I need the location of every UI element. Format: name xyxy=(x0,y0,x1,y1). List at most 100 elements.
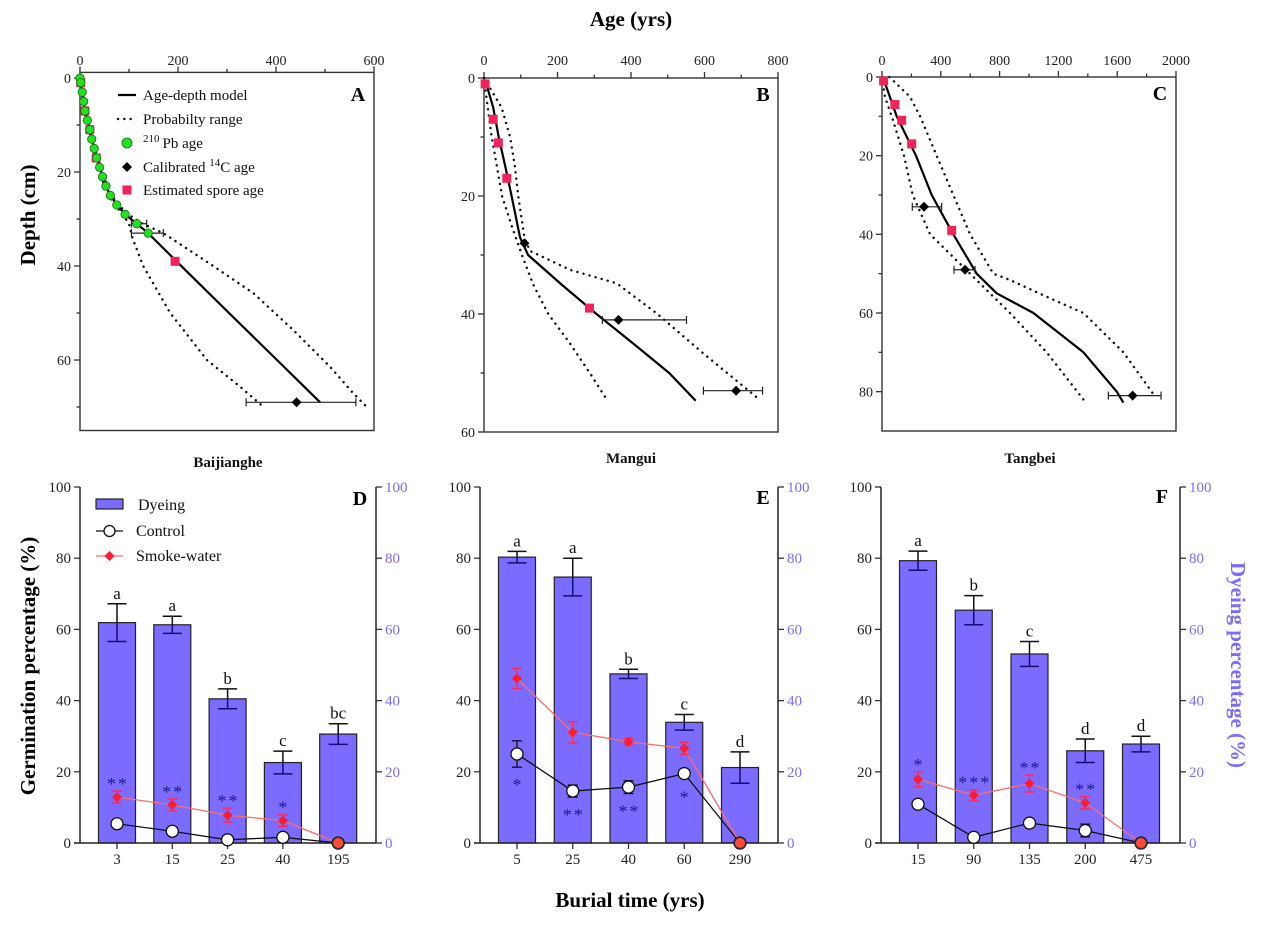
dyeing-bar xyxy=(665,721,704,844)
pb210-age-point xyxy=(82,115,92,125)
pb210-age-point xyxy=(132,219,142,229)
group-letter: b xyxy=(223,669,232,688)
x-tick-label: 0 xyxy=(481,54,488,69)
dyeing-bar xyxy=(954,609,993,844)
y-tick-label: 40 xyxy=(456,694,471,710)
spore-age-point xyxy=(907,139,917,149)
legend-label: Age-depth model xyxy=(143,88,248,104)
x-tick-label: 800 xyxy=(989,54,1010,69)
legend-item-range: Probabilty range xyxy=(116,112,243,128)
y2-tick-label: 0 xyxy=(385,836,393,852)
y2-tick-label: 80 xyxy=(1189,551,1204,567)
probability-range-lower-line xyxy=(482,76,609,402)
smoke-water-point xyxy=(913,774,923,785)
legend-superscript: 210 xyxy=(143,133,160,145)
spore-age-point xyxy=(493,138,503,148)
smoke-water-point xyxy=(1080,797,1091,808)
y2-tick-label: 0 xyxy=(787,836,795,852)
smoke-water-point xyxy=(112,792,122,803)
legend-label-text: Pb age xyxy=(163,136,204,152)
y-tick-label: 20 xyxy=(859,150,873,165)
spore-age-point xyxy=(480,79,490,89)
y2-tick-label: 40 xyxy=(385,694,400,710)
control-point xyxy=(677,766,691,781)
dyeing-bar xyxy=(898,560,938,844)
pb210-age-point xyxy=(95,162,105,172)
y-tick-label: 60 xyxy=(461,426,475,441)
y2-tick-label: 80 xyxy=(787,551,802,567)
x-tick-label: 2000 xyxy=(1162,54,1190,69)
x-tick-label: 5 xyxy=(513,852,521,868)
y-tick-label: 20 xyxy=(857,765,872,781)
y-tick-label: 100 xyxy=(449,480,472,496)
pb210-age-point xyxy=(92,153,102,163)
group-letter: a xyxy=(169,596,177,615)
smoke-water-point xyxy=(734,837,746,849)
legend-label: 210 Pb age xyxy=(143,133,203,152)
depth-axis-title: Depth (cm) xyxy=(16,165,40,266)
legend-label: Estimated spore age xyxy=(143,183,264,199)
y-tick-label: 20 xyxy=(56,765,71,781)
spore-age-point xyxy=(584,303,594,313)
pb210-age-point xyxy=(85,125,95,135)
panel-letter: A xyxy=(351,84,366,106)
x-tick-label: 400 xyxy=(266,54,287,69)
x-tick-label: 15 xyxy=(165,852,180,868)
y2-tick-label: 100 xyxy=(385,480,408,496)
y-tick-label: 20 xyxy=(461,190,475,205)
pb210-age-point xyxy=(105,190,115,201)
smoke-water-point xyxy=(222,810,233,821)
pb210-age-point xyxy=(120,209,130,219)
x-tick-label: 15 xyxy=(911,852,926,868)
group-letter: c xyxy=(279,731,287,750)
group-letter: b xyxy=(624,649,633,668)
panel-a-age-depth: 0 200 400 600 0 20 40 60 A xyxy=(57,54,385,432)
legend-diamond-icon xyxy=(122,162,132,172)
control-point xyxy=(911,797,925,811)
legend-label-text: Estimated spore age xyxy=(143,183,264,199)
significance-label: *** xyxy=(958,772,991,792)
burial-time-axis-title: Burial time (yrs) xyxy=(555,888,704,912)
legend-label: Dyeing xyxy=(138,497,185,514)
y2-tick-label: 60 xyxy=(787,622,802,638)
y-tick-label: 80 xyxy=(56,551,71,567)
age-axis-title: Age (yrs) xyxy=(590,7,672,31)
control-point xyxy=(220,833,235,847)
c14-age-point xyxy=(291,397,302,408)
c14-age-point xyxy=(960,264,971,275)
y-tick-label: 60 xyxy=(456,622,471,638)
significance-label: ** xyxy=(1020,758,1042,778)
pb210-age-point xyxy=(79,96,89,107)
dyeing-bar xyxy=(497,556,537,844)
significance-label: ** xyxy=(1075,780,1097,800)
panel-c-age-depth: 0 400 800 1200 1600 2000 0 20 40 60 80 C xyxy=(859,54,1190,432)
y2-tick-label: 80 xyxy=(385,551,400,567)
smoke-water-point xyxy=(1135,837,1147,849)
x-tick-label: 200 xyxy=(1074,852,1097,868)
pb210-age-point xyxy=(77,87,87,97)
y-tick-label: 0 xyxy=(865,836,873,852)
smoke-water-point xyxy=(332,837,345,849)
control-point xyxy=(1022,816,1037,830)
pb210-age-point xyxy=(87,134,97,144)
smoke-water-point xyxy=(679,743,690,754)
y2-tick-label: 20 xyxy=(385,765,400,781)
significance-label: ** xyxy=(619,802,641,822)
legend-item-c14: Calibrated 14C age xyxy=(122,157,255,176)
legend-item-smoke-water: Smoke-water xyxy=(96,548,222,565)
legend-label: Calibrated 14C age xyxy=(143,157,255,176)
legend-label: Smoke-water xyxy=(136,548,222,565)
germination-axis-title: Germination percentage (%) xyxy=(16,537,40,796)
y-tick-label: 0 xyxy=(464,836,472,852)
dyeing-bar xyxy=(319,733,358,844)
y-tick-label: 60 xyxy=(859,307,873,322)
c14-age-point xyxy=(919,201,930,212)
panel-letter: B xyxy=(756,84,769,106)
y-tick-label: 80 xyxy=(859,386,873,401)
dyeing-bar xyxy=(97,622,137,844)
control-point xyxy=(621,780,636,794)
panel-letter: E xyxy=(756,487,769,509)
spore-age-point xyxy=(170,256,180,266)
dyeing-bar xyxy=(553,576,592,844)
y-tick-label: 40 xyxy=(857,694,872,710)
